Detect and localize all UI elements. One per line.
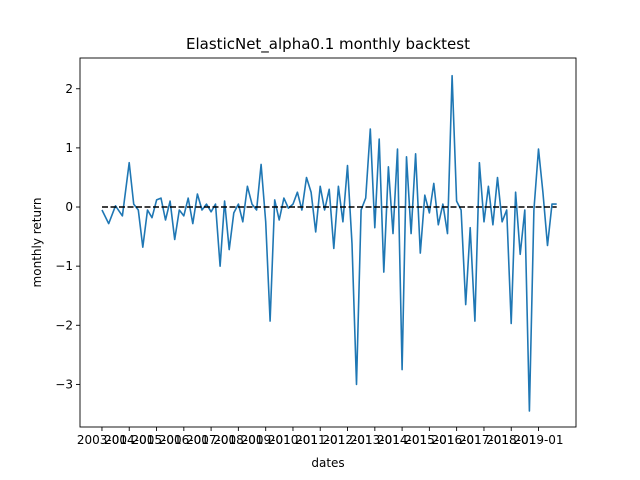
x-tick-label: 2007-01 <box>186 433 236 447</box>
x-tick-label: 2003-01 <box>77 433 127 447</box>
x-tick-label: 2016-01 <box>432 433 482 447</box>
return-series-line <box>101 74 557 412</box>
x-tick-label: 2004-01 <box>104 433 154 447</box>
x-tick-label: 2012-01 <box>322 433 372 447</box>
y-tick-label: −3 <box>55 377 73 391</box>
y-tick-label: −1 <box>55 259 73 273</box>
axes-frame <box>79 57 577 428</box>
x-tick-label: 2010-01 <box>268 433 318 447</box>
y-tick-label: −2 <box>55 318 73 332</box>
x-tick-label: 2017-01 <box>459 433 509 447</box>
x-tick-label: 2013-01 <box>350 433 400 447</box>
x-tick-label: 2008-01 <box>213 433 263 447</box>
plot-area <box>101 74 557 412</box>
x-tick-label: 2015-01 <box>404 433 454 447</box>
y-axis-label: monthly return <box>30 198 44 288</box>
y-tick-label: 1 <box>65 141 73 155</box>
y-tick-label: 2 <box>65 82 73 96</box>
x-tick-label: 2014-01 <box>377 433 427 447</box>
y-tick-label: 0 <box>65 200 73 214</box>
x-axis-label: dates <box>311 456 344 470</box>
x-tick-label: 2009-01 <box>241 433 291 447</box>
x-tick-label: 2006-01 <box>159 433 209 447</box>
x-tick-label: 2019-01 <box>513 433 563 447</box>
x-tick-label: 2018-01 <box>486 433 536 447</box>
x-tick-label: 2005-01 <box>131 433 181 447</box>
x-axis-ticks: 2003-012004-012005-012006-012007-012008-… <box>77 427 564 447</box>
x-tick-label: 2011-01 <box>295 433 345 447</box>
y-axis-ticks: 2 1 0 −1 −2 −3 <box>55 82 80 391</box>
chart-title: ElasticNet_alpha0.1 monthly backtest <box>186 35 470 54</box>
